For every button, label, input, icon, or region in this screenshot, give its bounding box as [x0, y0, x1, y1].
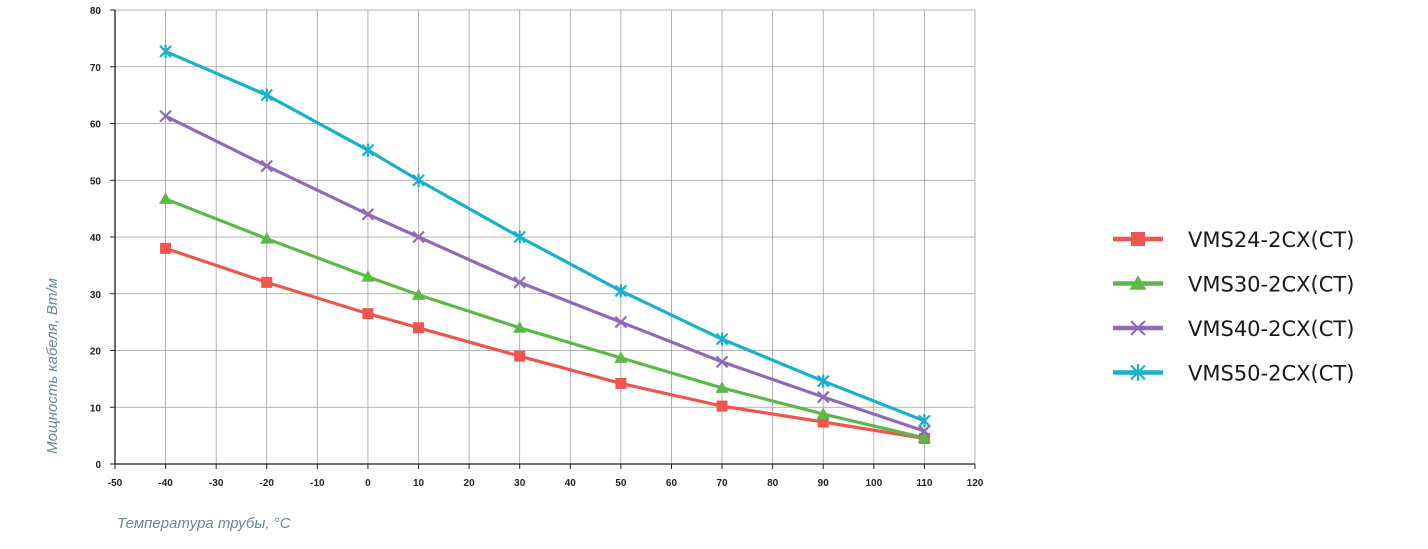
x-tick-label: 60	[666, 478, 678, 489]
data-point	[614, 351, 628, 363]
data-point	[413, 322, 425, 334]
x-tick-label: 30	[514, 478, 526, 489]
x-tick-label: 40	[565, 478, 577, 489]
series-4	[159, 44, 931, 428]
data-point	[715, 332, 729, 346]
data-point	[917, 431, 932, 443]
data-point	[260, 88, 274, 102]
x-tick-label: 50	[615, 478, 627, 489]
x-tick-label: 110	[916, 478, 933, 489]
y-tick-label: 60	[90, 120, 102, 131]
x-tick-label: -30	[209, 478, 224, 489]
data-point	[514, 350, 526, 362]
data-point	[261, 276, 273, 288]
data-point	[160, 242, 172, 254]
legend-item: VMS50-2CX(CT)	[1113, 362, 1354, 386]
x-tick-label: 70	[716, 478, 728, 489]
series-lines	[158, 44, 932, 444]
x-tick-label: 90	[818, 478, 830, 489]
y-tick-label: 0	[95, 460, 101, 471]
y-tick-label: 10	[90, 403, 102, 414]
x-tick-label: -50	[108, 478, 123, 489]
x-tick-label: -10	[310, 478, 325, 489]
legend-marker	[1130, 320, 1146, 336]
legend-item: VMS24-2CX(CT)	[1113, 228, 1354, 252]
data-point	[817, 416, 829, 428]
y-tick-label: 20	[90, 347, 102, 358]
legend-label: VMS40-2CX(CT)	[1188, 317, 1354, 341]
data-point	[716, 400, 728, 412]
data-point	[362, 308, 374, 320]
legend-marker	[1131, 232, 1145, 246]
data-point	[159, 109, 172, 123]
data-point	[361, 208, 375, 221]
data-point	[411, 288, 426, 300]
legend-label: VMS50-2CX(CT)	[1188, 362, 1354, 386]
data-point	[816, 374, 830, 388]
data-point	[412, 230, 425, 244]
x-tick-label: 100	[865, 478, 882, 489]
data-point	[614, 315, 628, 329]
y-tick-label: 50	[90, 176, 102, 187]
x-tick-label: 120	[967, 478, 984, 489]
x-tick-label: 20	[464, 478, 476, 489]
data-point	[715, 355, 729, 369]
data-point	[513, 276, 526, 289]
data-point	[159, 44, 172, 59]
y-tick-label: 80	[90, 6, 102, 17]
legend: VMS24-2CX(CT) VMS30-2CX(CT) VMS40-2CX(CT) V…	[1113, 228, 1354, 386]
data-point	[615, 377, 627, 389]
x-tick-label: 10	[413, 478, 425, 489]
data-point	[715, 381, 729, 393]
data-point	[918, 424, 931, 438]
series-line	[164, 114, 925, 433]
data-point	[614, 284, 628, 298]
legend-marker	[1129, 275, 1147, 290]
y-axis-title: Мощность кабеля, Вт/м	[44, 278, 61, 454]
data-point	[412, 173, 425, 187]
legend-item: VMS40-2CX(CT)	[1113, 317, 1354, 341]
legend-label: VMS24-2CX(CT)	[1188, 228, 1354, 252]
y-tick-label: 70	[90, 63, 102, 74]
data-point	[816, 407, 830, 420]
x-tick-label: 80	[767, 478, 779, 489]
x-tick-label: 0	[365, 478, 371, 489]
series-line	[165, 197, 925, 440]
series-3	[159, 109, 931, 438]
data-point	[918, 414, 931, 428]
data-point	[816, 390, 830, 404]
data-point	[361, 270, 375, 282]
series-line	[164, 49, 925, 423]
x-axis-title: Температура трубы, °C	[117, 515, 291, 532]
legend-item: VMS30-2CX(CT)	[1113, 273, 1354, 297]
tick-labels: -50 -40 -30 -20 -10 0 10 20 30 40 50 60 70 80 90 100 110…	[90, 6, 984, 489]
x-tick-label: -20	[260, 478, 275, 489]
y-tick-label: 30	[90, 290, 102, 301]
x-tick-label: -40	[158, 478, 173, 489]
data-point	[513, 321, 527, 333]
y-tick-label: 40	[90, 233, 102, 244]
series-1	[160, 242, 930, 444]
axes	[110, 9, 976, 469]
legend-marker	[1130, 364, 1146, 381]
data-point	[260, 159, 274, 173]
data-point	[158, 192, 173, 204]
data-point	[361, 143, 375, 157]
legend-label: VMS30-2CX(CT)	[1188, 273, 1354, 297]
grid	[114, 9, 976, 465]
data-point	[260, 232, 274, 244]
series-2	[158, 192, 932, 443]
data-point	[513, 230, 526, 244]
